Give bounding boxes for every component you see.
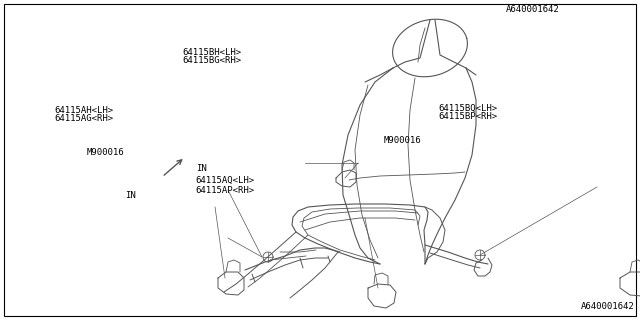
- Text: M900016: M900016: [384, 136, 422, 145]
- Text: A640001642: A640001642: [581, 302, 635, 311]
- Text: IN: IN: [125, 191, 136, 200]
- Text: 64115AP<RH>: 64115AP<RH>: [195, 186, 254, 195]
- Text: 64115AG<RH>: 64115AG<RH>: [54, 114, 113, 123]
- Text: IN: IN: [196, 164, 207, 172]
- Text: 64115AQ<LH>: 64115AQ<LH>: [195, 176, 254, 185]
- Text: M900016: M900016: [86, 148, 124, 156]
- Text: A640001642: A640001642: [506, 5, 559, 14]
- Text: 64115BH<LH>: 64115BH<LH>: [182, 48, 241, 57]
- Text: 64115AH<LH>: 64115AH<LH>: [54, 106, 113, 115]
- Text: 64115BP<RH>: 64115BP<RH>: [438, 112, 497, 121]
- Text: 64115BQ<LH>: 64115BQ<LH>: [438, 104, 497, 113]
- Text: 64115BG<RH>: 64115BG<RH>: [182, 56, 241, 65]
